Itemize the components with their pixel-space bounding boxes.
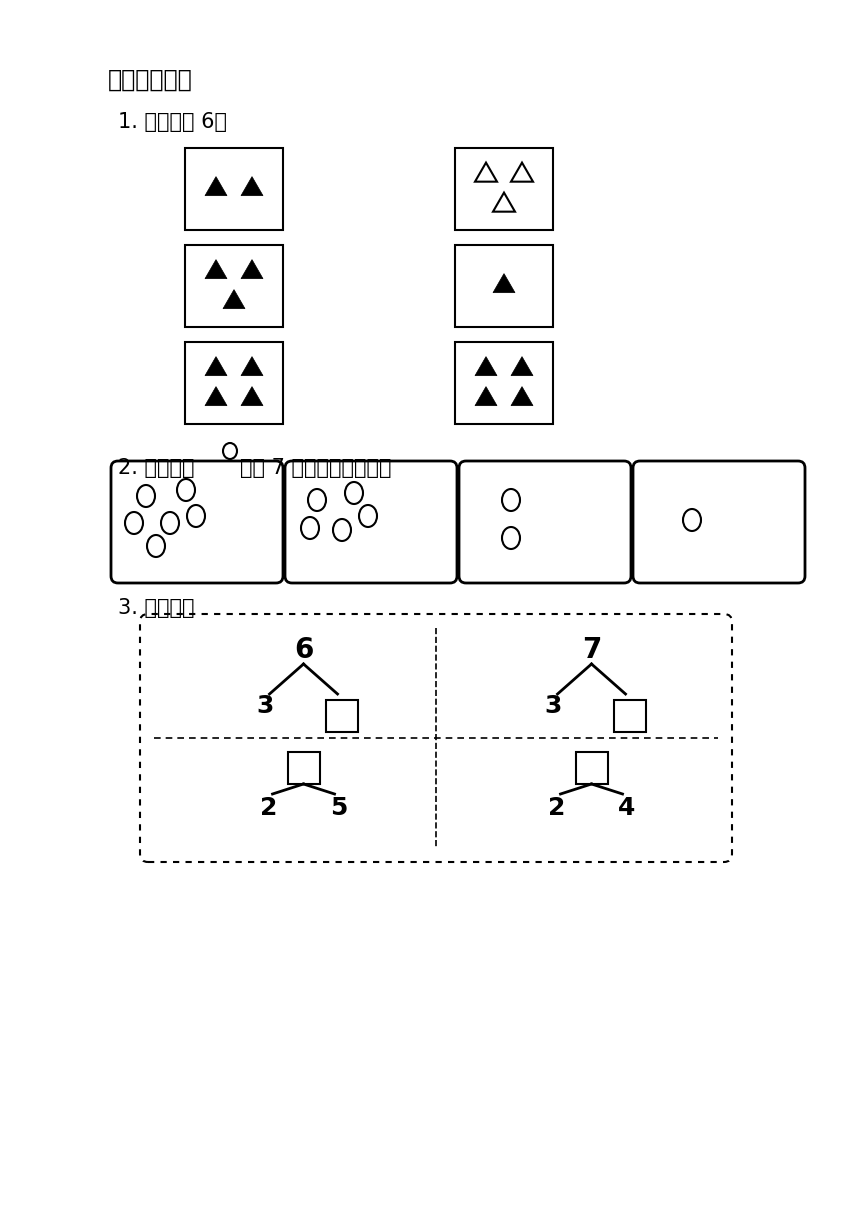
Polygon shape — [241, 176, 263, 196]
Polygon shape — [475, 356, 497, 376]
Text: 就是 7 个？请你接着画。: 就是 7 个？请你接着画。 — [240, 458, 391, 478]
FancyBboxPatch shape — [140, 614, 732, 862]
Polygon shape — [493, 274, 515, 293]
Text: 3: 3 — [257, 694, 274, 717]
Polygon shape — [205, 176, 227, 196]
Bar — [455, 244, 553, 327]
Text: 7: 7 — [582, 636, 601, 664]
Polygon shape — [205, 259, 227, 278]
Bar — [455, 148, 553, 230]
FancyBboxPatch shape — [111, 461, 283, 582]
Bar — [185, 244, 283, 327]
FancyBboxPatch shape — [459, 461, 631, 582]
Text: 二、应用新知: 二、应用新知 — [108, 68, 193, 92]
Text: 1. 请你凑成 6。: 1. 请你凑成 6。 — [118, 112, 227, 133]
Polygon shape — [511, 387, 533, 406]
Text: 3. 填一填。: 3. 填一填。 — [118, 598, 194, 618]
FancyBboxPatch shape — [633, 461, 805, 582]
Text: 2: 2 — [548, 796, 565, 820]
Polygon shape — [241, 259, 263, 278]
Text: 5: 5 — [330, 796, 347, 820]
Bar — [326, 700, 358, 732]
Bar — [613, 700, 646, 732]
Polygon shape — [475, 163, 497, 181]
Bar — [287, 751, 320, 784]
Polygon shape — [511, 356, 533, 376]
Polygon shape — [241, 387, 263, 406]
Text: 6: 6 — [294, 636, 313, 664]
Polygon shape — [223, 289, 245, 309]
Polygon shape — [205, 387, 227, 406]
Text: 3: 3 — [545, 694, 562, 717]
Bar — [455, 342, 553, 424]
FancyBboxPatch shape — [285, 461, 457, 582]
Polygon shape — [493, 192, 515, 212]
Bar — [185, 342, 283, 424]
Text: 2. 再画几个: 2. 再画几个 — [118, 458, 194, 478]
Polygon shape — [241, 356, 263, 376]
Bar — [185, 148, 283, 230]
Text: 4: 4 — [617, 796, 636, 820]
Text: 2: 2 — [260, 796, 277, 820]
Bar — [575, 751, 607, 784]
Polygon shape — [205, 356, 227, 376]
Polygon shape — [475, 387, 497, 406]
Polygon shape — [511, 163, 533, 181]
